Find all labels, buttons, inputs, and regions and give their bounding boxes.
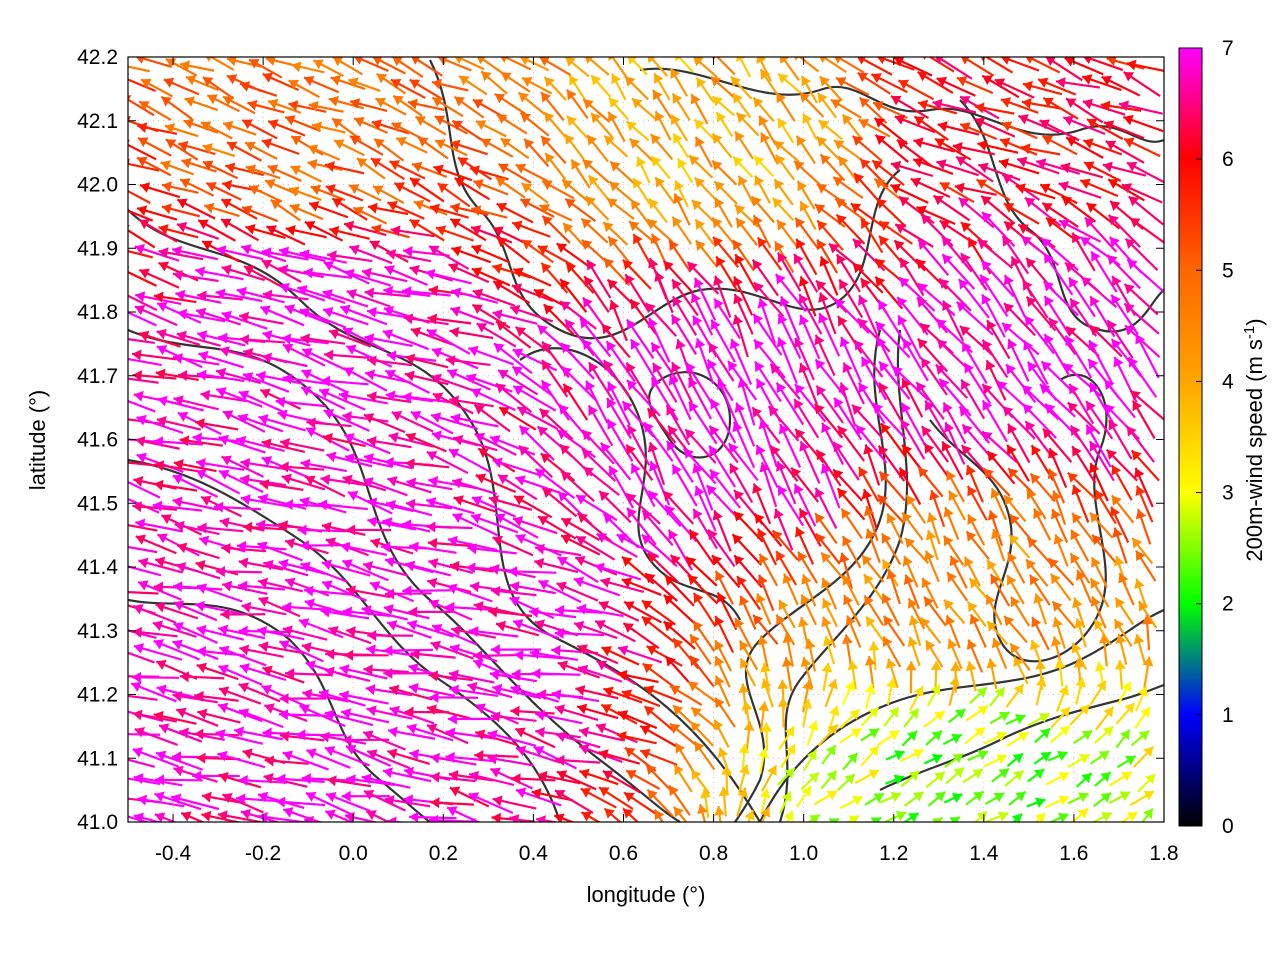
wind-arrow-head-539 bbox=[116, 289, 127, 299]
y-tick-label: 41.8 bbox=[77, 301, 118, 324]
wind-arrow-head-980 bbox=[117, 476, 127, 486]
wind-arrow-head-1078 bbox=[114, 519, 124, 530]
wind-arrow-head-1797 bbox=[829, 818, 840, 828]
colorbar-label-end: ) bbox=[1242, 318, 1267, 325]
colorbar-tick-label: 5 bbox=[1222, 259, 1234, 282]
x-tick-label: 1.8 bbox=[1149, 842, 1178, 865]
wind-arrow-head-1372 bbox=[111, 645, 121, 655]
colorbar-tick-label: 1 bbox=[1222, 704, 1234, 727]
wind-arrow-head-1568 bbox=[113, 729, 122, 740]
colorbar-label-main: 200m-wind speed (m s bbox=[1242, 339, 1267, 562]
y-tick-label: 41.5 bbox=[77, 492, 118, 515]
wind-arrow-head-1127 bbox=[111, 540, 121, 551]
x-tick-label: 1.0 bbox=[789, 842, 818, 865]
y-tick-label: 41.2 bbox=[77, 684, 118, 707]
wind-arrow-head-1715 bbox=[115, 793, 125, 804]
wind-arrow-head-637 bbox=[110, 332, 120, 343]
wind-arrow-head-686 bbox=[113, 353, 123, 364]
x-tick-label: 1.6 bbox=[1059, 842, 1088, 865]
colorbar-tick-label: 2 bbox=[1222, 593, 1234, 616]
colorbar-tick-label: 3 bbox=[1222, 482, 1234, 505]
y-tick-label: 41.7 bbox=[77, 365, 118, 388]
x-axis-label: longitude (°) bbox=[587, 882, 706, 907]
colorbar-label: 200m-wind speed (m s-1) bbox=[1241, 318, 1267, 561]
y-tick-label: 41.0 bbox=[77, 811, 118, 834]
x-tick-label: -0.2 bbox=[245, 842, 281, 865]
colorbar-tick-label: 6 bbox=[1222, 148, 1234, 171]
x-tick-label: 1.2 bbox=[879, 842, 908, 865]
wind-arrow-head-784 bbox=[110, 392, 120, 402]
wind-arrow-shaft-1781 bbox=[466, 823, 514, 827]
x-tick-label: 0.2 bbox=[429, 842, 458, 865]
wind-arrow-head-49 bbox=[118, 74, 128, 84]
y-tick-label: 41.1 bbox=[77, 747, 118, 770]
y-tick-label: 42.2 bbox=[77, 46, 118, 69]
colorbar bbox=[1179, 48, 1202, 826]
y-tick-label: 41.3 bbox=[77, 620, 118, 643]
y-axis-label: latitude (°) bbox=[25, 390, 50, 491]
y-tick-label: 41.9 bbox=[77, 237, 118, 260]
colorbar-tick-label: 4 bbox=[1222, 370, 1234, 393]
x-tick-label: -0.4 bbox=[155, 842, 192, 865]
wind-arrow-shaft-1568 bbox=[113, 734, 160, 735]
y-tick-label: 42.0 bbox=[77, 174, 118, 197]
wind-arrow-head-1274 bbox=[113, 598, 123, 609]
colorbar-tick-label: 0 bbox=[1222, 815, 1234, 838]
wind-arrow-head-343 bbox=[113, 203, 123, 213]
wind-arrow-head-1519 bbox=[117, 706, 127, 717]
y-tick-label: 41.4 bbox=[77, 556, 118, 579]
wind-arrow-head-833 bbox=[117, 414, 127, 425]
y-tick-label: 41.6 bbox=[77, 429, 118, 452]
x-tick-label: 0.0 bbox=[339, 842, 368, 865]
wind-arrow-head-1225 bbox=[114, 586, 123, 597]
wind-arrow-head-1421 bbox=[114, 671, 123, 682]
x-tick-label: 0.6 bbox=[609, 842, 638, 865]
y-tick-label: 42.1 bbox=[77, 110, 118, 133]
x-tick-label: 0.4 bbox=[519, 842, 549, 865]
x-tick-label: 0.8 bbox=[699, 842, 728, 865]
colorbar-label-superscript: -1 bbox=[1241, 326, 1258, 339]
x-tick-label: 1.4 bbox=[969, 842, 999, 865]
colorbar-tick-label: 7 bbox=[1222, 37, 1234, 60]
wind-arrow-head-931 bbox=[113, 457, 122, 468]
wind-arrow-head-1666 bbox=[112, 772, 122, 783]
